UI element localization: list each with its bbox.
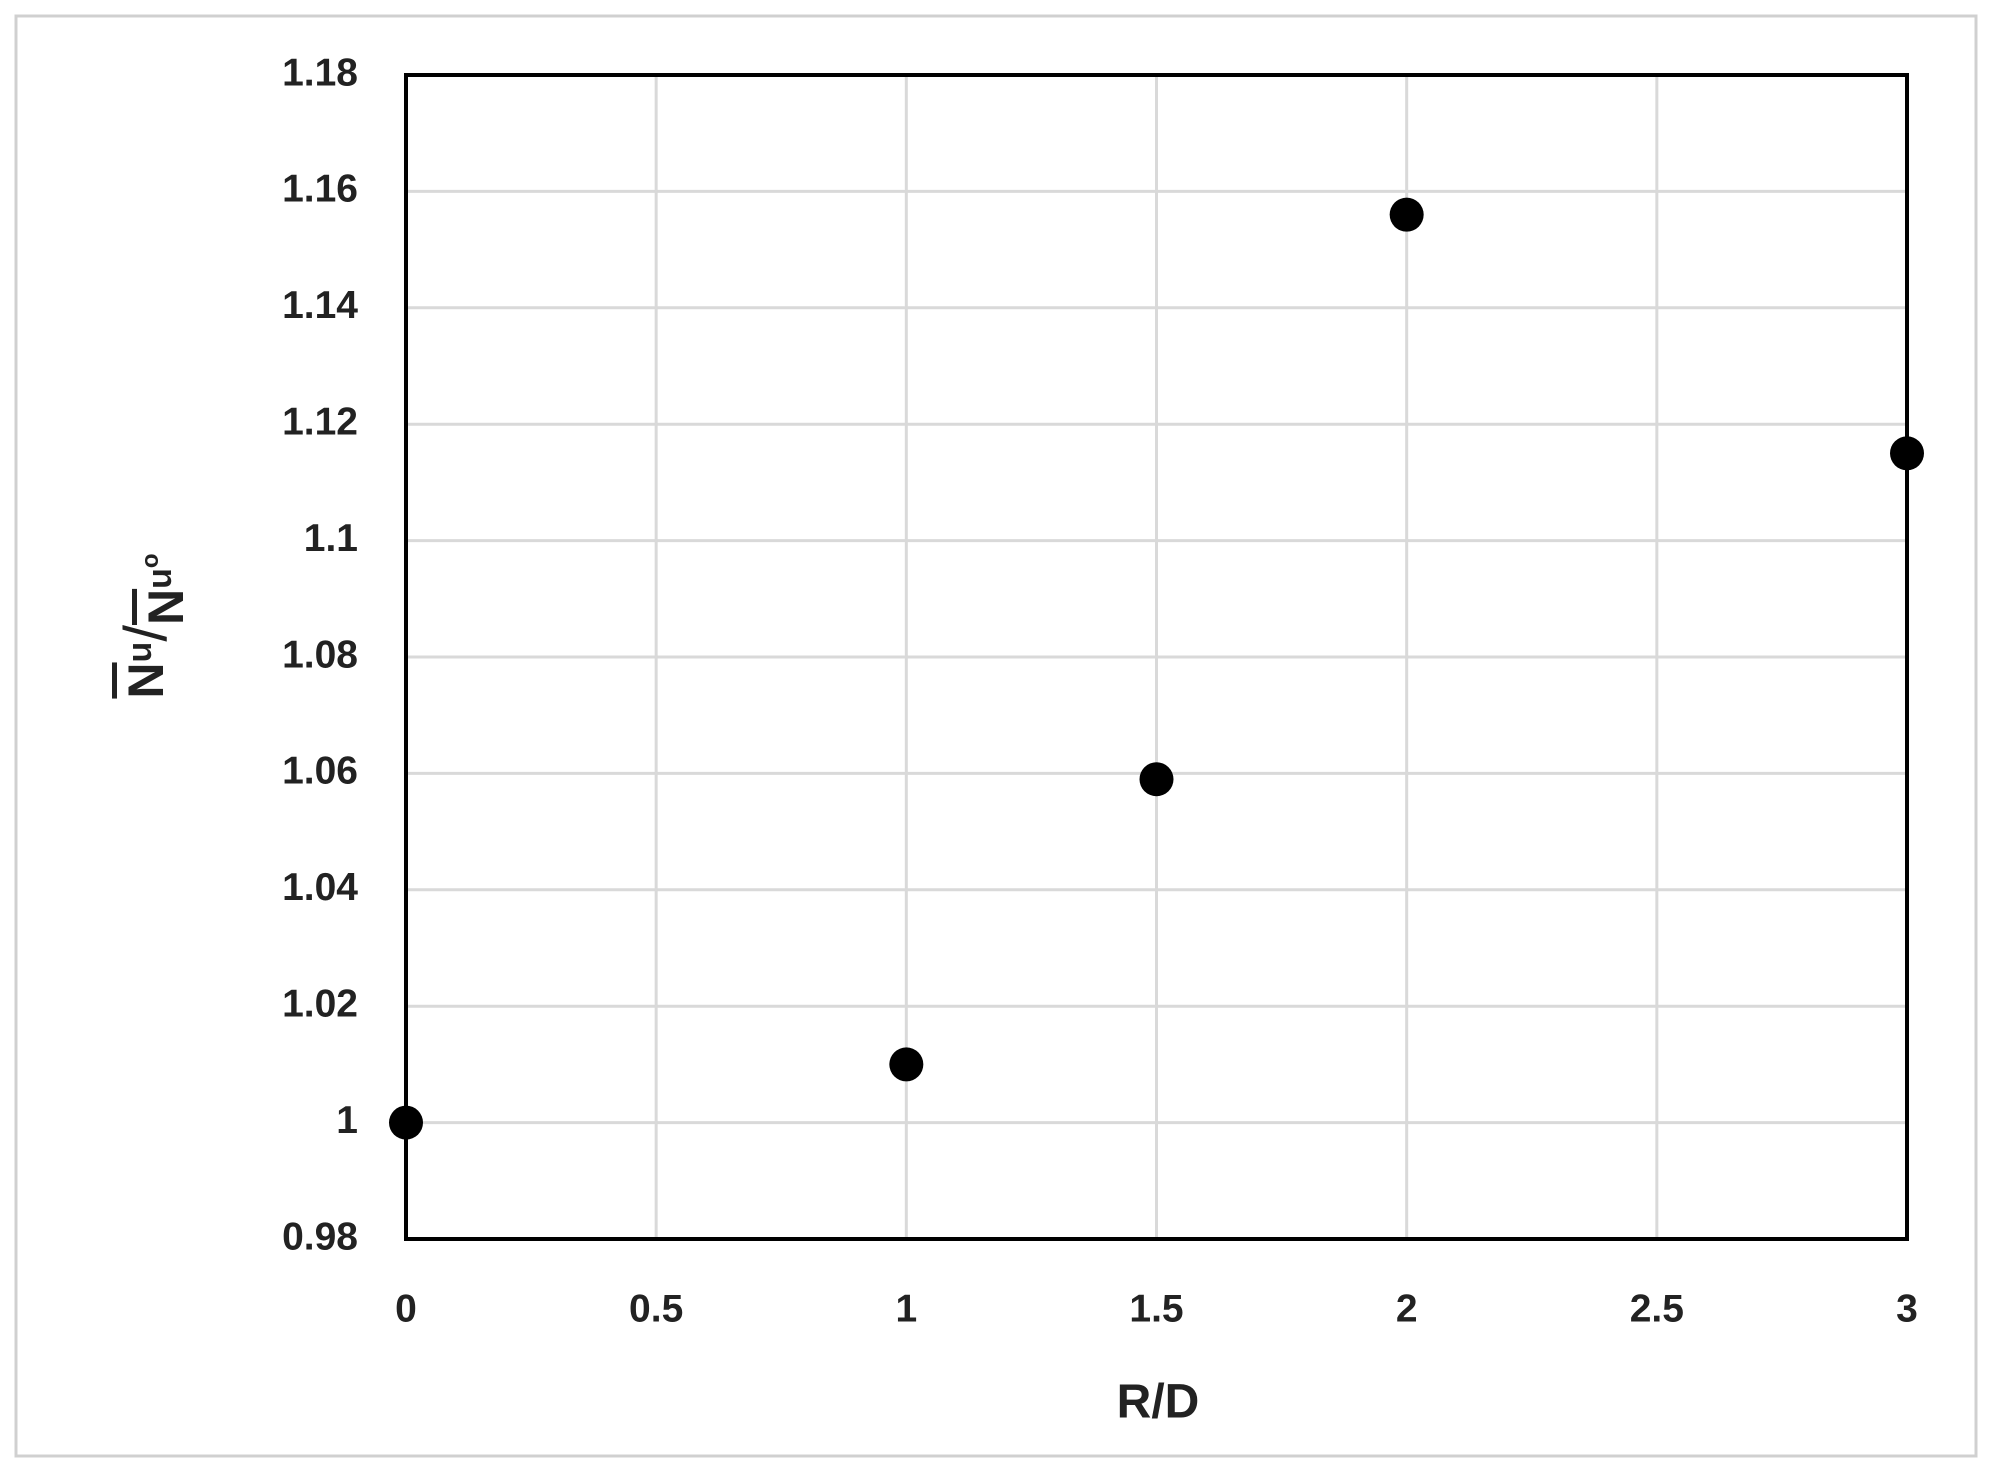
plot-frame bbox=[404, 73, 1909, 1241]
x-tick-label: 1.5 bbox=[1129, 1287, 1183, 1330]
y-tick-label: 1.16 bbox=[282, 168, 358, 211]
y-label-part: u bbox=[141, 568, 179, 589]
y-label-part: / bbox=[112, 625, 179, 642]
y-tick-label: 1.12 bbox=[282, 400, 358, 443]
x-tick-label: 1 bbox=[895, 1287, 917, 1330]
plot-area: 0.98 1 1.02 1.04 1.06 1.08 1.1 1.12 1.14 1.16 1.18… bbox=[282, 51, 1924, 1330]
x-tick-label: 0.5 bbox=[629, 1287, 683, 1330]
y-tick-label: 1.14 bbox=[282, 284, 358, 327]
y-tick-label: 1.04 bbox=[282, 866, 358, 909]
data-point bbox=[889, 1047, 924, 1082]
y-tick-label: 1.02 bbox=[282, 982, 358, 1025]
y-label-part: N bbox=[118, 662, 174, 698]
y-axis-label: Nu/Nuo bbox=[112, 553, 194, 698]
data-point bbox=[1139, 762, 1174, 797]
y-tick-label: 1.06 bbox=[282, 750, 358, 793]
y-tick-label: 1 bbox=[336, 1099, 358, 1142]
x-tick-label: 0 bbox=[395, 1287, 417, 1330]
x-tick-label: 2 bbox=[1396, 1287, 1418, 1330]
y-tick-label: 1.1 bbox=[304, 517, 358, 560]
x-axis-label: R/D bbox=[1117, 1376, 1200, 1429]
y-tick-label: 1.08 bbox=[282, 633, 358, 676]
data-point bbox=[389, 1105, 423, 1140]
y-tick-label: 0.98 bbox=[282, 1215, 358, 1258]
x-tick-label: 3 bbox=[1896, 1287, 1918, 1330]
y-label-part: o bbox=[137, 553, 164, 568]
chart-border bbox=[14, 14, 1978, 1458]
y-label-part: N bbox=[138, 589, 194, 625]
data-point bbox=[1890, 436, 1924, 471]
data-point bbox=[1389, 197, 1424, 232]
y-label-part: u bbox=[121, 642, 159, 663]
y-tick-label: 1.18 bbox=[282, 51, 358, 94]
x-tick-label: 2.5 bbox=[1630, 1287, 1684, 1330]
